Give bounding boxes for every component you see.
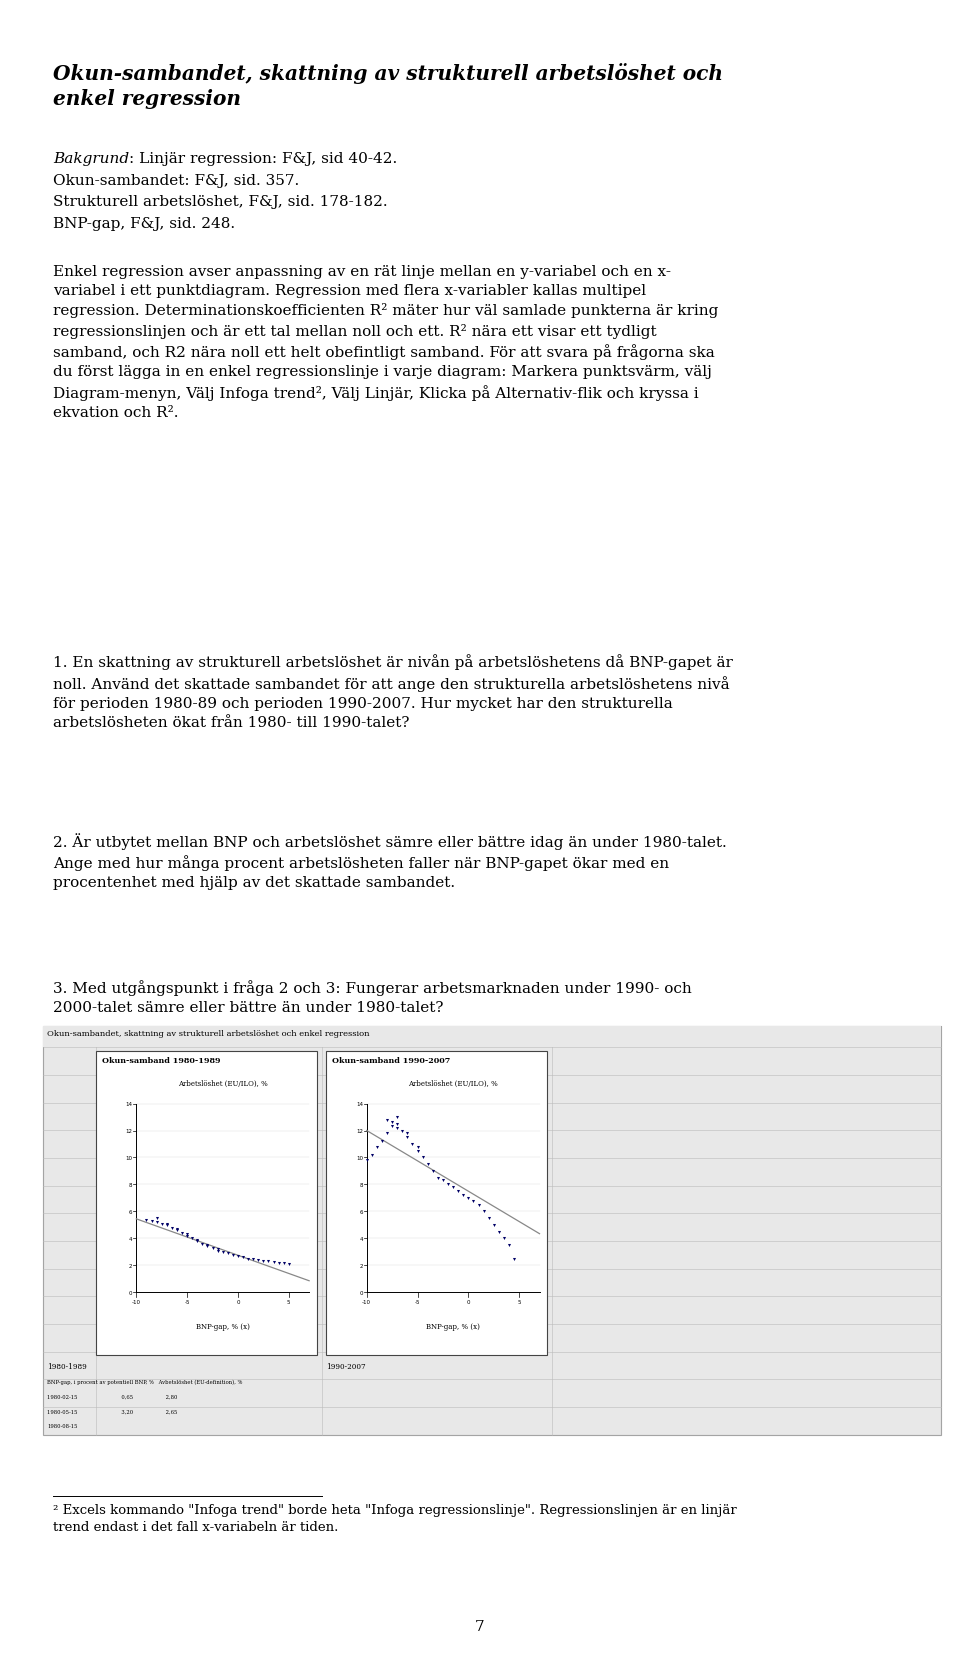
Text: : Linjär regression: F&J, sid 40-42.: : Linjär regression: F&J, sid 40-42. (129, 152, 397, 166)
Text: 3. Med utgångspunkt i fråga 2 och 3: Fungerar arbetsmarknaden under 1990- och
20: 3. Med utgångspunkt i fråga 2 och 3: Fun… (53, 980, 691, 1015)
Text: 1990-2007: 1990-2007 (326, 1362, 366, 1370)
Text: 8: 8 (129, 1182, 132, 1187)
Text: -5: -5 (415, 1299, 420, 1304)
Text: Enkel regression avser anpassning av en rät linje mellan en y-variabel och en x-: Enkel regression avser anpassning av en … (53, 265, 718, 420)
Text: 2. Är utbytet mellan BNP och arbetslöshet sämre eller bättre idag än under 1980-: 2. Är utbytet mellan BNP och arbetslöshe… (53, 832, 727, 890)
Bar (43, 1026, 941, 1048)
Text: Okun-samband 1990-2007: Okun-samband 1990-2007 (332, 1056, 450, 1064)
Text: Arbetslöshet (EU/ILO), %: Arbetslöshet (EU/ILO), % (178, 1079, 268, 1087)
Text: -10: -10 (362, 1299, 372, 1304)
Text: 1980-02-15                           0,65                    2,80: 1980-02-15 0,65 2,80 (47, 1394, 178, 1398)
Bar (96, 1051, 317, 1355)
Text: 10: 10 (126, 1155, 132, 1160)
Text: -10: -10 (132, 1299, 141, 1304)
Text: 7: 7 (475, 1619, 485, 1632)
Bar (43, 1026, 941, 1435)
Text: Okun-sambandet: F&J, sid. 357.: Okun-sambandet: F&J, sid. 357. (53, 174, 300, 187)
Text: 6: 6 (359, 1210, 363, 1215)
Bar (326, 1051, 547, 1355)
Text: -5: -5 (184, 1299, 190, 1304)
Text: 14: 14 (356, 1101, 363, 1107)
Text: 14: 14 (126, 1101, 132, 1107)
Text: Bakgrund: Bakgrund (53, 152, 129, 166)
Text: 4: 4 (129, 1236, 132, 1241)
Text: 1980-05-15                           3,20                    2,65: 1980-05-15 3,20 2,65 (47, 1408, 178, 1413)
Text: Okun-sambandet, skattning av strukturell arbetslöshet och enkel regression: Okun-sambandet, skattning av strukturell… (47, 1029, 370, 1038)
Text: 1. En skattning av strukturell arbetslöshet är nivån på arbetslöshetens då BNP-g: 1. En skattning av strukturell arbetslös… (53, 654, 732, 730)
Text: 8: 8 (359, 1182, 363, 1187)
Text: Okun-samband 1980-1989: Okun-samband 1980-1989 (102, 1056, 220, 1064)
Text: 2: 2 (129, 1263, 132, 1268)
Text: 1980-1989: 1980-1989 (47, 1362, 86, 1370)
Text: 10: 10 (356, 1155, 363, 1160)
Text: BNP-gap, % (x): BNP-gap, % (x) (426, 1322, 480, 1331)
Text: BNP-gap, % (x): BNP-gap, % (x) (196, 1322, 250, 1331)
Text: 12: 12 (356, 1129, 363, 1134)
Text: 4: 4 (359, 1236, 363, 1241)
Text: Strukturell arbetslöshet, F&J, sid. 178-182.: Strukturell arbetslöshet, F&J, sid. 178-… (53, 195, 388, 209)
Text: 2: 2 (359, 1263, 363, 1268)
Text: Arbetslöshet (EU/ILO), %: Arbetslöshet (EU/ILO), % (408, 1079, 498, 1087)
Text: 0: 0 (359, 1289, 363, 1296)
Text: 0: 0 (129, 1289, 132, 1296)
Text: 0: 0 (467, 1299, 470, 1304)
Text: Okun-sambandet, skattning av strukturell arbetslöshet och
enkel regression: Okun-sambandet, skattning av strukturell… (53, 63, 723, 109)
Text: 5: 5 (517, 1299, 521, 1304)
Text: 12: 12 (126, 1129, 132, 1134)
Text: 6: 6 (129, 1210, 132, 1215)
Text: 0: 0 (236, 1299, 240, 1304)
Text: ² Excels kommando "Infoga trend" borde heta "Infoga regressionslinje". Regressio: ² Excels kommando "Infoga trend" borde h… (53, 1503, 736, 1533)
Text: 5: 5 (287, 1299, 291, 1304)
Text: 1980-08-15: 1980-08-15 (47, 1423, 78, 1428)
Text: BNP-gap, i procent av potentiell BNP, %   Avbetslöshet (EU-definition), %: BNP-gap, i procent av potentiell BNP, % … (47, 1379, 243, 1384)
Text: BNP-gap, F&J, sid. 248.: BNP-gap, F&J, sid. 248. (53, 217, 235, 230)
